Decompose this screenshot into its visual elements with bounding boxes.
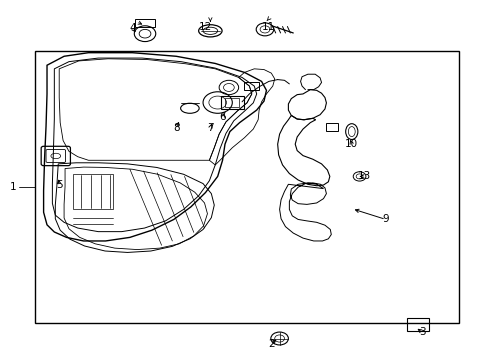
Text: 5: 5: [56, 180, 62, 190]
Text: 3: 3: [418, 327, 425, 337]
Bar: [35, 51, 458, 323]
Text: 12: 12: [199, 22, 212, 32]
Text: 13: 13: [357, 171, 370, 181]
Text: 4: 4: [129, 23, 135, 33]
Text: 2: 2: [267, 339, 274, 349]
Text: 11: 11: [262, 22, 275, 32]
Text: 10: 10: [345, 139, 358, 149]
Text: 6: 6: [219, 112, 225, 122]
Text: 8: 8: [173, 123, 179, 133]
Text: 7: 7: [206, 123, 213, 133]
Text: 1: 1: [10, 182, 16, 192]
Text: 9: 9: [382, 215, 388, 224]
